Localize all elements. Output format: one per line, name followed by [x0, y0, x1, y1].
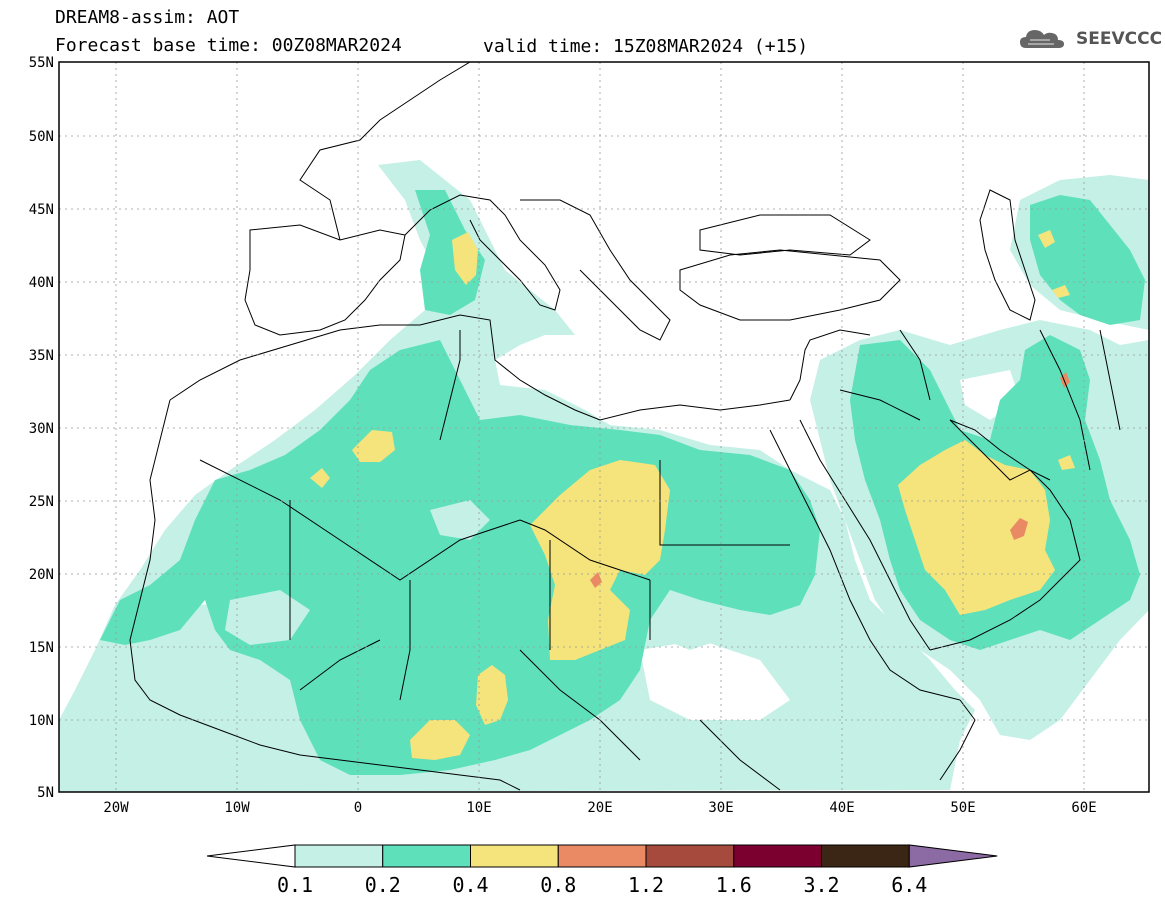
- lon-label: 50E: [950, 800, 975, 816]
- colorbar-level-label: 1.2: [628, 873, 664, 897]
- colorbar-segment: [470, 844, 559, 868]
- lat-labels: 55N 50N 45N 40N 35N 30N 25N 20N 15N 10N …: [29, 55, 54, 801]
- forecast-base-time: Forecast base time: 00Z08MAR2024: [55, 35, 402, 56]
- lon-labels: 20W 10W 0 10E 20E 30E 40E 50E 60E: [103, 800, 1096, 816]
- lat-label: 5N: [37, 785, 54, 801]
- valid-time: valid time: 15Z08MAR2024 (+15): [483, 36, 809, 57]
- lon-label: 20W: [103, 800, 129, 816]
- colorbar-level-label: 0.4: [452, 873, 488, 897]
- lon-label: 20E: [587, 800, 612, 816]
- lat-label: 50N: [29, 129, 54, 145]
- lat-label: 10N: [29, 713, 54, 729]
- coastlines-borders: [129, 62, 1121, 791]
- colorbar-level-label: 6.4: [891, 873, 927, 897]
- lat-label: 20N: [29, 567, 54, 583]
- colorbar-segment: [294, 844, 384, 868]
- lon-label: 10W: [224, 800, 250, 816]
- lon-label: 40E: [829, 800, 854, 816]
- lat-label: 55N: [29, 55, 54, 71]
- colorbar-level-label: 0.1: [277, 873, 313, 897]
- colorbar-low-triangle: [206, 844, 296, 868]
- colorbar-high-triangle: [908, 844, 998, 868]
- colorbar-segment: [382, 844, 471, 868]
- lat-label: 35N: [29, 348, 54, 364]
- colorbar-level-label: 3.2: [803, 873, 839, 897]
- colorbar-level-label: 1.6: [716, 873, 752, 897]
- lat-label: 45N: [29, 202, 54, 218]
- colorbar-level-label: 0.8: [540, 873, 576, 897]
- colorbar-segment: [821, 844, 910, 868]
- colorbar-segment: [557, 844, 647, 868]
- colorbar-segment: [733, 844, 822, 868]
- colorbar-segment: [645, 844, 735, 868]
- map-frame: [58, 61, 1150, 793]
- aot-colorbar: 0.1 0.2 0.4 0.8 1.2 1.6 3.2 6.4: [206, 844, 998, 897]
- logo-text: SEEVCCC: [1076, 29, 1163, 49]
- seevccc-logo: SEEVCCC: [1018, 26, 1162, 52]
- lon-label: 0: [354, 800, 362, 816]
- product-title: DREAM8-assim: AOT: [55, 7, 240, 28]
- colorbar-level-label: 0.2: [365, 873, 401, 897]
- lat-label: 30N: [29, 421, 54, 437]
- map-gridlines: [59, 62, 1149, 792]
- cloud-icon: [1020, 30, 1064, 48]
- lat-label: 15N: [29, 640, 54, 656]
- lat-label: 25N: [29, 494, 54, 510]
- lon-label: 30E: [708, 800, 733, 816]
- lat-label: 40N: [29, 275, 54, 291]
- lon-label: 60E: [1071, 800, 1096, 816]
- lon-label: 10E: [466, 800, 491, 816]
